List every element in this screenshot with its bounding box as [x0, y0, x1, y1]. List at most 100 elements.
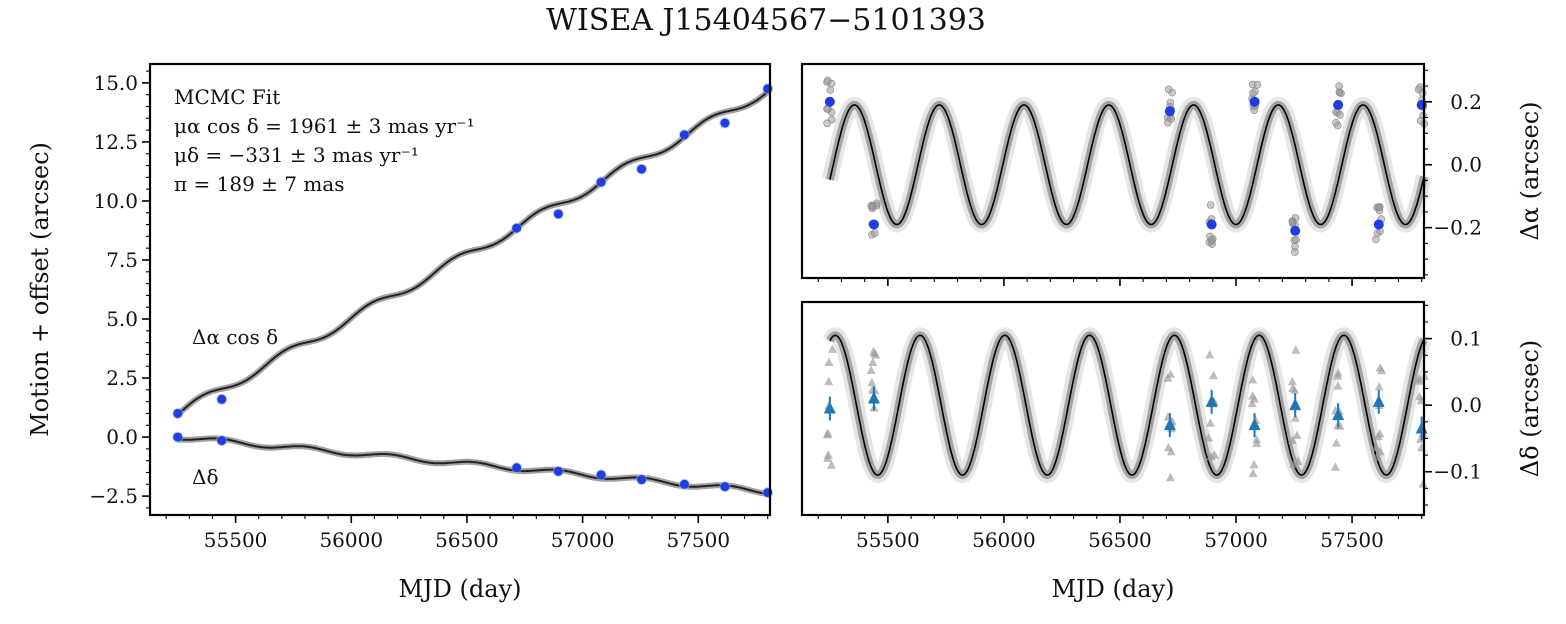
y-tick-label: 0.2 — [1450, 90, 1482, 114]
panel-dec-parallax: −0.1 0.0 0.1 55500 56000 56500 57000 57500 MJD (… — [800, 300, 1544, 603]
individual-frame — [1289, 459, 1299, 468]
individual-frame — [1372, 452, 1382, 461]
epoch-point — [1249, 96, 1260, 107]
epoch-point — [1205, 394, 1218, 407]
axes-frame — [800, 300, 1426, 517]
individual-frame — [1372, 235, 1380, 244]
data-point — [173, 432, 183, 442]
individual-frame — [1250, 106, 1258, 115]
y-axis-label: Δδ (arcsec) — [1516, 340, 1544, 477]
x-tick-label: 56500 — [1088, 528, 1152, 552]
x-tick-label: 56000 — [319, 528, 383, 552]
individual-frame — [1292, 430, 1302, 439]
fit-annotation-line: π = 189 ± 7 mas — [174, 172, 345, 196]
individual-frame — [1377, 365, 1387, 375]
x-tick-label: 56000 — [972, 528, 1036, 552]
epoch-point — [823, 401, 836, 414]
y-tick-label: 0.0 — [1450, 153, 1482, 177]
individual-frame — [1163, 373, 1173, 382]
data-point — [637, 164, 647, 174]
y-tick-label: 0.0 — [106, 425, 138, 449]
y-tick-label: 12.5 — [93, 130, 138, 154]
data-point — [553, 466, 563, 476]
individual-frame — [826, 86, 835, 94]
individual-frame — [1375, 428, 1385, 438]
individual-frame — [867, 377, 877, 387]
model-line — [829, 334, 1425, 476]
individual-frame — [823, 119, 831, 128]
individual-frame — [1288, 383, 1298, 392]
individual-frame — [1335, 88, 1344, 97]
epoch-point — [1415, 421, 1428, 434]
individual-frame — [1248, 375, 1258, 384]
figure-title: WISEA J15404567−5101393 — [546, 3, 986, 38]
individual-frame — [1291, 345, 1301, 354]
fit-annotation-line: μδ = −331 ± 3 mas yr⁻¹ — [174, 143, 419, 167]
x-tick-label: 56500 — [435, 528, 499, 552]
individual-frame — [1335, 421, 1345, 430]
individual-frame — [1373, 229, 1382, 237]
epoch-point — [1290, 225, 1301, 236]
individual-frame — [1204, 432, 1214, 442]
individual-frame — [1206, 201, 1215, 209]
x-tick-label: 57000 — [1204, 528, 1268, 552]
individual-frame — [1290, 413, 1300, 422]
y-tick-label: 0.0 — [1450, 393, 1482, 417]
individual-frame — [1248, 468, 1258, 478]
individual-frame — [1253, 80, 1262, 89]
individual-frame — [1164, 85, 1173, 94]
individual-frame — [1336, 110, 1344, 119]
epoch-point — [1289, 398, 1302, 411]
individual-frame — [1374, 381, 1384, 391]
epoch-point — [867, 391, 880, 404]
individual-frame — [1167, 115, 1176, 123]
model-line — [829, 104, 1425, 226]
y-tick-label: 7.5 — [106, 248, 138, 272]
epoch-point — [1206, 219, 1217, 230]
data-point — [637, 475, 647, 485]
individual-frame — [1252, 438, 1262, 448]
individual-frame — [826, 460, 836, 469]
epoch-point — [1248, 418, 1261, 431]
individual-frame — [1375, 203, 1383, 212]
data-point — [720, 118, 730, 128]
y-tick-label: −0.2 — [1433, 216, 1482, 240]
individual-frame — [824, 357, 834, 367]
individual-frame — [1205, 418, 1215, 427]
fit-annotation-line: μα cos δ = 1961 ± 3 mas yr⁻¹ — [174, 114, 475, 138]
series-label-ra: Δα cos δ — [192, 325, 278, 349]
data-point — [173, 408, 183, 418]
epoch-point — [1333, 99, 1344, 110]
individual-frame — [1415, 391, 1425, 401]
data-point — [217, 394, 227, 404]
y-tick-label: −0.1 — [1433, 460, 1482, 484]
individual-frame — [1205, 349, 1215, 359]
individual-frame — [1287, 376, 1297, 386]
y-tick-label: 10.0 — [93, 189, 138, 213]
epoch-point — [1372, 394, 1385, 407]
individual-frame — [1287, 435, 1297, 445]
x-tick-label: 57500 — [1320, 528, 1384, 552]
individual-frame — [868, 346, 878, 356]
individual-frame — [1249, 459, 1259, 469]
panel-ra-parallax: −0.2 0.0 0.2 Δα (arcsec) — [800, 62, 1544, 286]
individual-frame — [1291, 248, 1299, 256]
individual-frame — [1288, 218, 1297, 226]
individual-frame — [1371, 442, 1381, 452]
individual-frame — [1165, 472, 1175, 482]
individual-frame — [823, 450, 833, 459]
data-point — [596, 177, 606, 187]
individual-frame — [867, 201, 876, 210]
data-point — [720, 482, 730, 492]
individual-frame — [1334, 121, 1342, 130]
y-axis-label: Δα (arcsec) — [1516, 101, 1544, 240]
data-point — [512, 223, 522, 233]
individual-frame — [866, 365, 876, 375]
epoch-point — [824, 96, 835, 107]
panel-proper-motion: −2.5 0.0 2.5 5.0 7.5 10.0 12.5 15.0 55500 56000 56… — [26, 62, 774, 603]
epoch-point — [1373, 219, 1384, 230]
data-point — [679, 479, 689, 489]
y-tick-label: 5.0 — [106, 307, 138, 331]
epoch-point — [1332, 408, 1345, 421]
y-tick-label: −2.5 — [89, 484, 138, 508]
